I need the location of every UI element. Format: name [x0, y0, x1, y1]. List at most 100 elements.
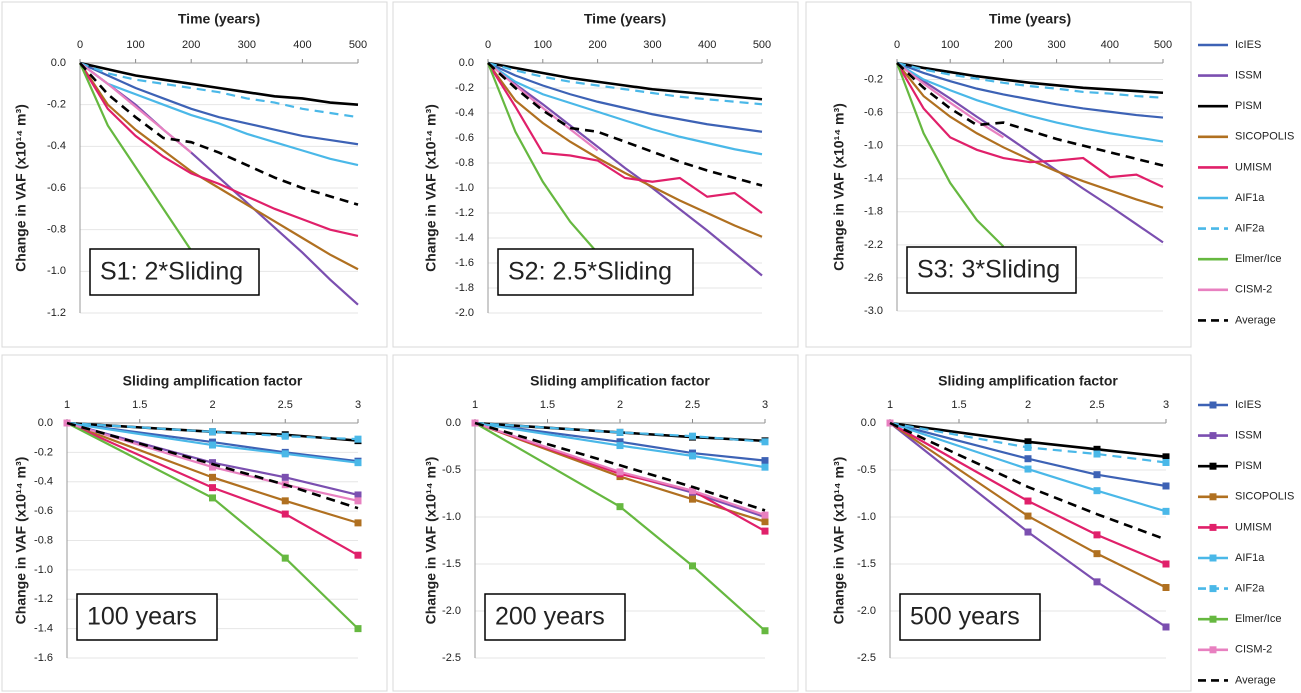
point	[616, 442, 624, 450]
y-tick-label: -1.0	[442, 511, 461, 523]
legend-label: PISM	[1235, 100, 1262, 112]
series-line: CISM-2	[79, 62, 192, 154]
x-tick-label: 1	[472, 399, 478, 411]
x-tick-label: 1	[64, 399, 70, 411]
y-tick-label: -0.8	[47, 224, 66, 236]
point	[281, 473, 289, 481]
y-tick-label: -0.6	[455, 132, 474, 144]
series-line: UMISM	[896, 62, 1164, 188]
y-tick-label: -1.6	[34, 652, 53, 664]
point	[761, 457, 769, 465]
point	[354, 491, 362, 499]
y-axis-title: Change in VAF (x10¹⁴ m³)	[831, 457, 847, 625]
series-line: CISM-2	[896, 62, 1004, 139]
x-axis-title: Sliding amplification factor	[123, 373, 303, 389]
series-line: Elmer/Ice	[474, 422, 766, 632]
y-tick-label: -0.2	[47, 99, 66, 111]
y-tick-label: -0.6	[34, 505, 53, 517]
point	[1024, 465, 1032, 473]
x-tick-label: 200	[588, 39, 606, 51]
y-tick-label: -1.0	[455, 182, 474, 194]
series-line: CISM-2	[66, 421, 359, 502]
x-tick-label: 200	[994, 39, 1012, 51]
y-tick-label: 0.0	[51, 57, 66, 69]
y-tick-label: -0.5	[857, 464, 876, 476]
point	[616, 438, 624, 446]
series-line: UMISM	[66, 421, 359, 557]
series-line: ISSM	[896, 62, 1164, 244]
y-tick-label: -1.4	[455, 232, 474, 244]
x-axis-title: Time (years)	[989, 11, 1071, 27]
point	[1024, 455, 1032, 463]
point	[1162, 458, 1170, 466]
legend-label: UMISM	[1235, 161, 1272, 173]
point	[281, 497, 289, 505]
legend-label: CISM-2	[1235, 644, 1272, 656]
legend-label: SICOPOLIS	[1235, 131, 1294, 143]
point	[354, 459, 362, 467]
annotation-box	[899, 593, 1041, 641]
x-tick-label: 3	[762, 399, 768, 411]
series-line: Elmer/Ice	[66, 422, 359, 630]
y-tick-label: -0.8	[455, 157, 474, 169]
y-axis-title: Change in VAF (x10¹⁴ m³)	[13, 104, 29, 272]
point	[1162, 584, 1170, 591]
point	[1093, 487, 1101, 495]
point	[1162, 507, 1170, 515]
y-tick-label: -0.4	[455, 107, 474, 119]
annotation: S1: 2*Sliding	[100, 258, 243, 286]
series-line: IcIES	[889, 421, 1167, 488]
y-tick-label: -2.6	[864, 272, 883, 284]
point	[1093, 471, 1101, 479]
annotation-box	[497, 248, 694, 296]
x-tick-label: 300	[1047, 39, 1065, 51]
point	[209, 459, 216, 467]
x-tick-label: 100	[941, 39, 959, 51]
annotation: S2: 2.5*Sliding	[508, 258, 672, 286]
y-tick-label: -3.0	[864, 305, 883, 317]
y-tick-label: -0.6	[47, 182, 66, 194]
annotation: 200 years	[495, 603, 605, 631]
y-tick-label: -2.2	[864, 239, 883, 251]
y-tick-label: -1.5	[857, 558, 876, 570]
x-tick-label: 400	[293, 39, 311, 51]
point	[1024, 497, 1032, 505]
series-line: AIF1a	[66, 421, 359, 464]
y-tick-label: 0.0	[459, 57, 474, 69]
annotation-box	[76, 593, 218, 641]
legend-marker	[1209, 401, 1217, 409]
point	[761, 518, 769, 526]
annotation: 100 years	[87, 603, 197, 631]
point	[1162, 453, 1170, 461]
series-line: ISSM	[487, 62, 763, 277]
series-line: Average	[896, 62, 1164, 167]
legend-label: Average	[1235, 314, 1276, 326]
series-line: AIF2a	[79, 61, 359, 119]
point	[1162, 482, 1170, 490]
point	[761, 463, 769, 471]
x-tick-label: 200	[182, 39, 200, 51]
x-tick-label: 100	[126, 39, 144, 51]
y-tick-label: -1.8	[455, 282, 474, 294]
x-axis-title: Time (years)	[178, 11, 260, 27]
series-line: PISM	[896, 61, 1164, 95]
point	[1093, 445, 1101, 453]
annotation: S3: 3*Sliding	[917, 256, 1060, 284]
series-line: IcIES	[896, 61, 1164, 119]
y-tick-label: -2.0	[442, 605, 461, 617]
legend-label: IcIES	[1235, 39, 1261, 51]
series-line: AIF2a	[896, 61, 1164, 99]
series-line: IcIES	[79, 61, 359, 146]
y-tick-label: -1.4	[864, 173, 883, 185]
series-line: AIF2a	[474, 421, 766, 443]
y-tick-label: -2.5	[857, 652, 876, 664]
point	[354, 519, 362, 527]
x-tick-label: 1.5	[951, 399, 966, 411]
point	[209, 484, 216, 492]
y-tick-label: -1.0	[864, 140, 883, 152]
x-tick-label: 400	[1101, 39, 1119, 51]
point	[1093, 550, 1101, 558]
x-tick-label: 1.5	[540, 399, 555, 411]
x-tick-label: 400	[698, 39, 716, 51]
y-tick-label: -0.6	[864, 107, 883, 119]
